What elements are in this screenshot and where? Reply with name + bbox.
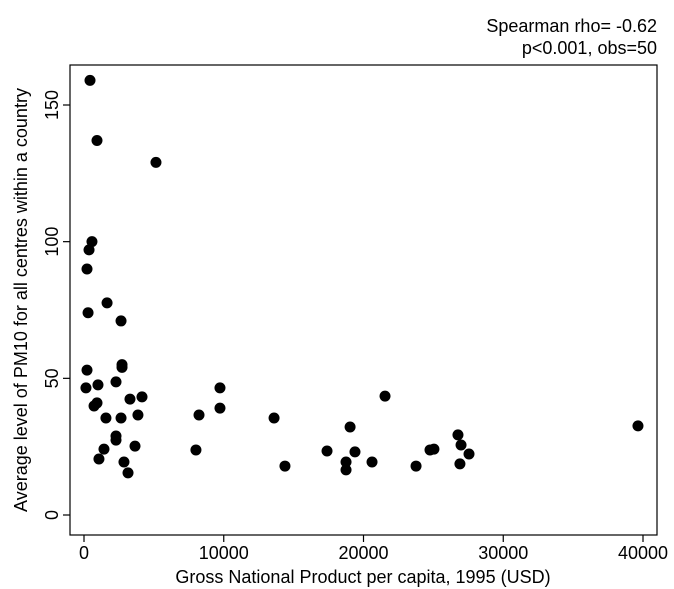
x-tick-label: 10000 <box>199 543 249 563</box>
point <box>81 364 93 376</box>
point <box>101 297 113 309</box>
point <box>340 456 352 468</box>
point <box>122 467 134 479</box>
annotation: p<0.001, obs=50 <box>522 38 657 58</box>
point <box>118 456 130 468</box>
point <box>100 412 112 424</box>
x-tick-label: 0 <box>79 543 89 563</box>
point <box>132 409 144 421</box>
point <box>455 439 467 451</box>
point <box>80 382 92 394</box>
x-axis-label: Gross National Product per capita, 1995 … <box>175 567 550 587</box>
point <box>110 376 122 388</box>
y-tick-label: 50 <box>42 368 62 388</box>
point <box>193 409 205 421</box>
point <box>83 244 95 256</box>
point <box>115 412 127 424</box>
point <box>321 445 333 457</box>
plot-frame <box>69 64 658 536</box>
point <box>91 135 103 147</box>
y-tick-label: 100 <box>42 227 62 257</box>
point <box>632 420 644 432</box>
point <box>116 361 128 373</box>
point <box>340 464 352 476</box>
point <box>98 443 110 455</box>
point <box>279 460 291 472</box>
point <box>136 391 148 403</box>
point <box>344 421 356 433</box>
point <box>428 443 440 455</box>
point <box>268 412 280 424</box>
point <box>410 460 422 472</box>
point <box>84 74 96 86</box>
point <box>452 429 464 441</box>
y-tick-label: 0 <box>42 510 62 520</box>
point <box>115 315 127 327</box>
point <box>379 390 391 402</box>
point <box>81 263 93 275</box>
point <box>190 444 202 456</box>
point <box>454 458 466 470</box>
point <box>214 402 226 414</box>
point <box>92 379 104 391</box>
point <box>150 156 162 168</box>
y-axis-label: Average level of PM10 for all centres wi… <box>11 88 31 512</box>
point <box>82 307 94 319</box>
annotation: Spearman rho= -0.62 <box>486 16 657 36</box>
x-tick-label: 40000 <box>618 543 668 563</box>
x-tick-label: 20000 <box>338 543 388 563</box>
point <box>214 382 226 394</box>
point <box>93 453 105 465</box>
point <box>366 456 378 468</box>
point <box>91 397 103 409</box>
x-tick-label: 30000 <box>478 543 528 563</box>
point <box>129 440 141 452</box>
point <box>463 448 475 460</box>
point <box>110 434 122 446</box>
point <box>349 446 361 458</box>
point <box>124 393 136 405</box>
y-tick-label: 150 <box>42 90 62 120</box>
